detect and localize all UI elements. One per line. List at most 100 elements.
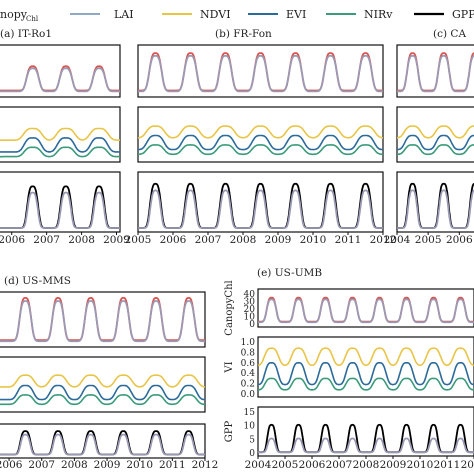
nirv-series-line xyxy=(258,377,474,391)
legend-nirv-label: NIRv xyxy=(364,8,393,21)
x-tick-label: 2007 xyxy=(28,459,55,471)
gpp-axes xyxy=(257,406,474,457)
canopy-series-line xyxy=(258,296,474,323)
gpp-model-line xyxy=(0,433,205,456)
ndvi-series-line xyxy=(137,125,384,139)
lai-series-line xyxy=(258,298,474,324)
x-tick-label: 2011 xyxy=(159,459,186,471)
x-tick-label: 2006 xyxy=(0,459,23,471)
ndvi-series-line xyxy=(0,374,205,388)
x-tick-label: 2007 xyxy=(195,234,222,246)
y-tick-label: 5 xyxy=(249,435,255,445)
legend-canopy-prefix: nopy xyxy=(0,8,28,21)
legend: nopy Chl LAI NDVI EVI NIRv GPP xyxy=(0,8,474,23)
x-tick-label: 2008 xyxy=(68,234,95,246)
y-tick-label: 0.6 xyxy=(241,359,256,369)
legend-ndvi-label: NDVI xyxy=(200,8,231,21)
x-tick-label: 2007 xyxy=(33,234,60,246)
x-tick-label: 2006 xyxy=(299,459,326,471)
x-tick-label: 2008 xyxy=(230,234,257,246)
y-tick-label: 0 xyxy=(249,449,255,459)
evi-series-line xyxy=(137,134,384,151)
evi-series-line xyxy=(0,137,120,153)
y-tick-label: 10 xyxy=(244,422,256,432)
y-tick-label: 0 xyxy=(249,320,255,330)
canopy-axes xyxy=(257,288,474,328)
y-axis-label: GPP xyxy=(224,421,235,443)
evi-series-line xyxy=(397,134,474,151)
x-tick-label: 2010 xyxy=(300,234,327,246)
y-tick-label: 15 xyxy=(244,408,256,418)
panel-e-title: (e) US-UMB xyxy=(257,267,322,279)
y-tick-label: 40 xyxy=(244,290,256,300)
gpp-axes xyxy=(137,171,384,233)
lai-series-line xyxy=(138,54,383,93)
x-tick-label: 2011 xyxy=(335,234,362,246)
nirv-series-line xyxy=(0,394,205,406)
gpp-series-line xyxy=(0,185,120,229)
x-tick-label: 2009 xyxy=(103,234,130,246)
canopy-axes xyxy=(396,44,474,98)
panel-b-title: (b) FR-Fon xyxy=(215,28,272,40)
y-tick-label: 0.0 xyxy=(241,390,256,400)
y-tick-label: 20 xyxy=(244,305,256,315)
legend-lai-label: LAI xyxy=(114,8,134,21)
gpp-model-line xyxy=(397,189,474,229)
vi-axes xyxy=(257,336,474,398)
nirv-series-line xyxy=(397,144,474,156)
x-tick-label: 2012 xyxy=(461,459,474,471)
lai-series-line xyxy=(0,67,120,93)
x-tick-label: 2010 xyxy=(407,459,434,471)
x-tick-label: 2008 xyxy=(353,459,380,471)
panel-e: 200420052006200720082009201020112012Cano… xyxy=(224,280,474,471)
x-tick-label: 2004 xyxy=(245,459,272,471)
y-tick-label: 30 xyxy=(244,298,256,308)
x-tick-label: 2006 xyxy=(0,234,25,246)
y-axis-label: CanopyChl xyxy=(224,280,235,335)
x-tick-label: 2009 xyxy=(265,234,292,246)
y-tick-label: 1.0 xyxy=(241,338,256,348)
gpp-axes xyxy=(396,171,474,233)
x-tick-label: 2007 xyxy=(326,459,353,471)
x-tick-label: 2006 xyxy=(446,234,473,246)
panel-b: 2005 2006 2007 2008 2009 2010 2011 2012 xyxy=(125,44,397,246)
evi-series-line xyxy=(257,362,474,386)
x-tick-label: 2005 xyxy=(272,459,299,471)
gpp-axes xyxy=(0,171,121,233)
vi-axes xyxy=(0,106,121,163)
vi-axes xyxy=(396,106,474,163)
panel-c: 2004 2005 2006 xyxy=(384,44,474,246)
ndvi-series-line xyxy=(397,125,474,139)
x-tick-label: 2011 xyxy=(434,459,461,471)
gpp-series-line xyxy=(258,423,474,454)
y-tick-label: 0.2 xyxy=(241,380,255,390)
x-tick-label: 2008 xyxy=(61,459,88,471)
vi-axes xyxy=(0,356,206,413)
y-tick-label: 0.8 xyxy=(241,348,256,358)
y-axis-label: VI xyxy=(224,361,235,373)
canopy-axes xyxy=(0,44,121,98)
legend-gpp-label: GPP xyxy=(452,8,474,21)
canopy-axes xyxy=(0,291,206,348)
panel-d-title: (d) US-MMS xyxy=(4,275,71,287)
ndvi-series-line xyxy=(0,127,120,141)
x-tick-label: 2004 xyxy=(384,234,411,246)
panel-a-title: (a) IT-Ro1 xyxy=(0,28,52,40)
y-tick-label: 10 xyxy=(244,313,256,323)
nirv-series-line xyxy=(0,146,120,158)
panel-c-title: (c) CA xyxy=(433,28,466,40)
lai-series-line xyxy=(0,300,205,343)
legend-canopy-sub: Chl xyxy=(26,15,39,23)
x-tick-label: 2012 xyxy=(192,459,219,471)
gpp-axes xyxy=(0,423,206,459)
x-tick-label: 2012 xyxy=(370,234,397,246)
evi-series-line xyxy=(0,384,206,401)
x-tick-label: 2006 xyxy=(160,234,187,246)
vi-axes xyxy=(137,106,384,163)
x-tick-label: 2009 xyxy=(94,459,121,471)
ndvi-series-line xyxy=(257,347,474,367)
x-tick-label: 2010 xyxy=(126,459,153,471)
x-tick-label: 2009 xyxy=(380,459,407,471)
